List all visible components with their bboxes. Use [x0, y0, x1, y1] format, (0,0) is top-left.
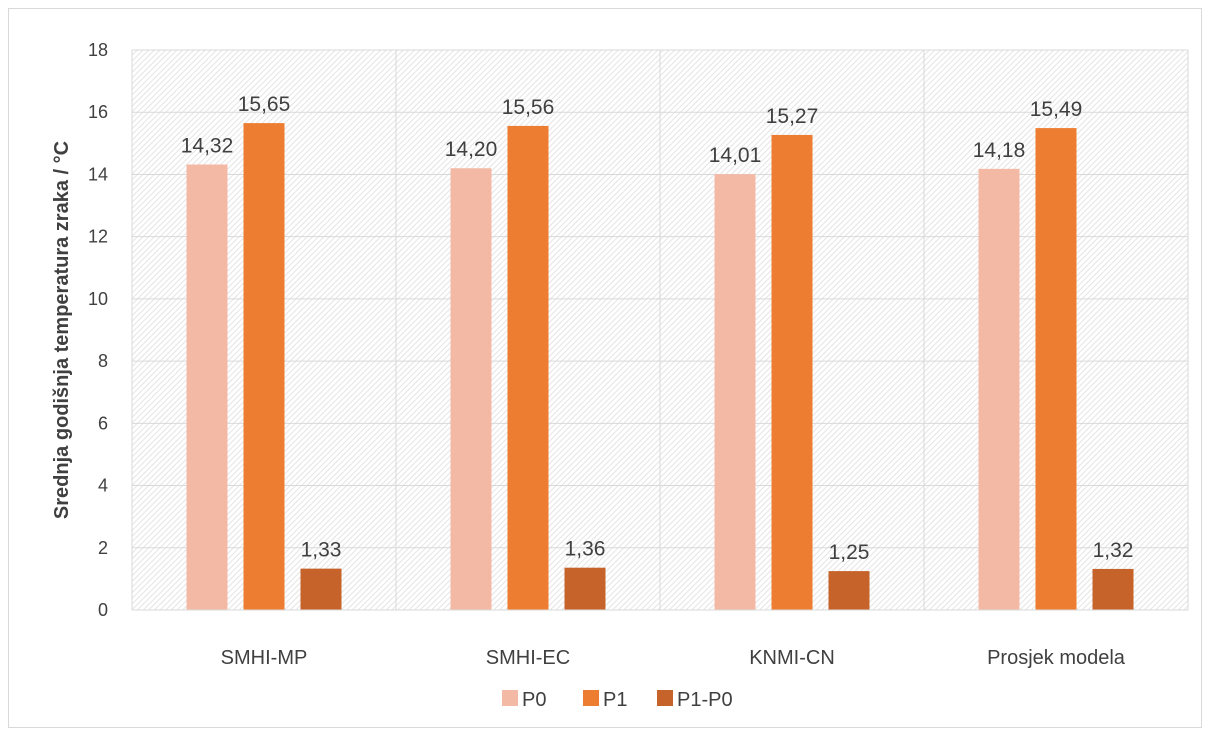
x-axis: SMHI-MP SMHI-EC KNMI-CN Prosjek modela [132, 609, 1188, 669]
bar-p1 [771, 134, 813, 610]
data-label: 15,65 [238, 93, 291, 116]
y-axis-title: Srednja godišnja temperatura zraka / °C [51, 141, 73, 519]
data-label: 1,33 [301, 539, 342, 562]
data-label: 14,01 [709, 144, 762, 167]
data-label: 15,56 [502, 96, 555, 119]
legend-label: P0 [522, 689, 546, 711]
data-label: 14,20 [445, 138, 498, 161]
y-tick-label: 8 [98, 351, 108, 371]
x-category-label: SMHI-EC [486, 647, 570, 669]
bar-p1 [507, 125, 549, 611]
y-tick-label: 18 [88, 40, 108, 60]
x-category-label: Prosjek modela [987, 647, 1126, 669]
x-category-label: SMHI-MP [221, 647, 308, 669]
legend-swatch-p0 [502, 690, 518, 706]
data-label: 15,49 [1030, 98, 1083, 121]
legend-swatch-p1 [583, 690, 599, 706]
y-tick-label: 16 [88, 102, 108, 122]
y-tick-label: 6 [98, 413, 108, 433]
bar-p1-p0 [564, 567, 606, 610]
y-tick-label: 0 [98, 600, 108, 620]
data-label: 1,36 [565, 538, 606, 561]
legend: P0 P1 P1-P0 [502, 689, 733, 711]
bar-p0 [714, 174, 756, 610]
legend-swatch-p1-p0 [657, 690, 673, 706]
bar-p1-p0 [1092, 568, 1134, 610]
y-tick-label: 2 [98, 538, 108, 558]
x-category-label: KNMI-CN [749, 647, 835, 669]
data-label: 1,32 [1093, 539, 1134, 562]
bar-p0 [186, 164, 228, 610]
y-tick-label: 12 [88, 227, 108, 247]
bar-p1-p0 [828, 571, 870, 610]
bar-p0 [450, 168, 492, 610]
data-label: 14,18 [973, 139, 1026, 162]
bar-p1-p0 [300, 568, 342, 610]
legend-label: P1-P0 [677, 689, 733, 711]
bar-p1 [1035, 128, 1077, 611]
y-tick-label: 4 [98, 476, 108, 496]
data-label: 15,27 [766, 105, 819, 128]
bar-p1 [243, 123, 285, 610]
data-label: 1,25 [829, 541, 870, 564]
data-label: 14,32 [181, 134, 234, 157]
y-axis: 0 2 4 6 8 10 12 14 16 18 [88, 40, 108, 620]
y-tick-label: 14 [88, 164, 108, 184]
bar-p0 [978, 168, 1020, 610]
legend-label: P1 [603, 689, 627, 711]
y-tick-label: 10 [88, 289, 108, 309]
